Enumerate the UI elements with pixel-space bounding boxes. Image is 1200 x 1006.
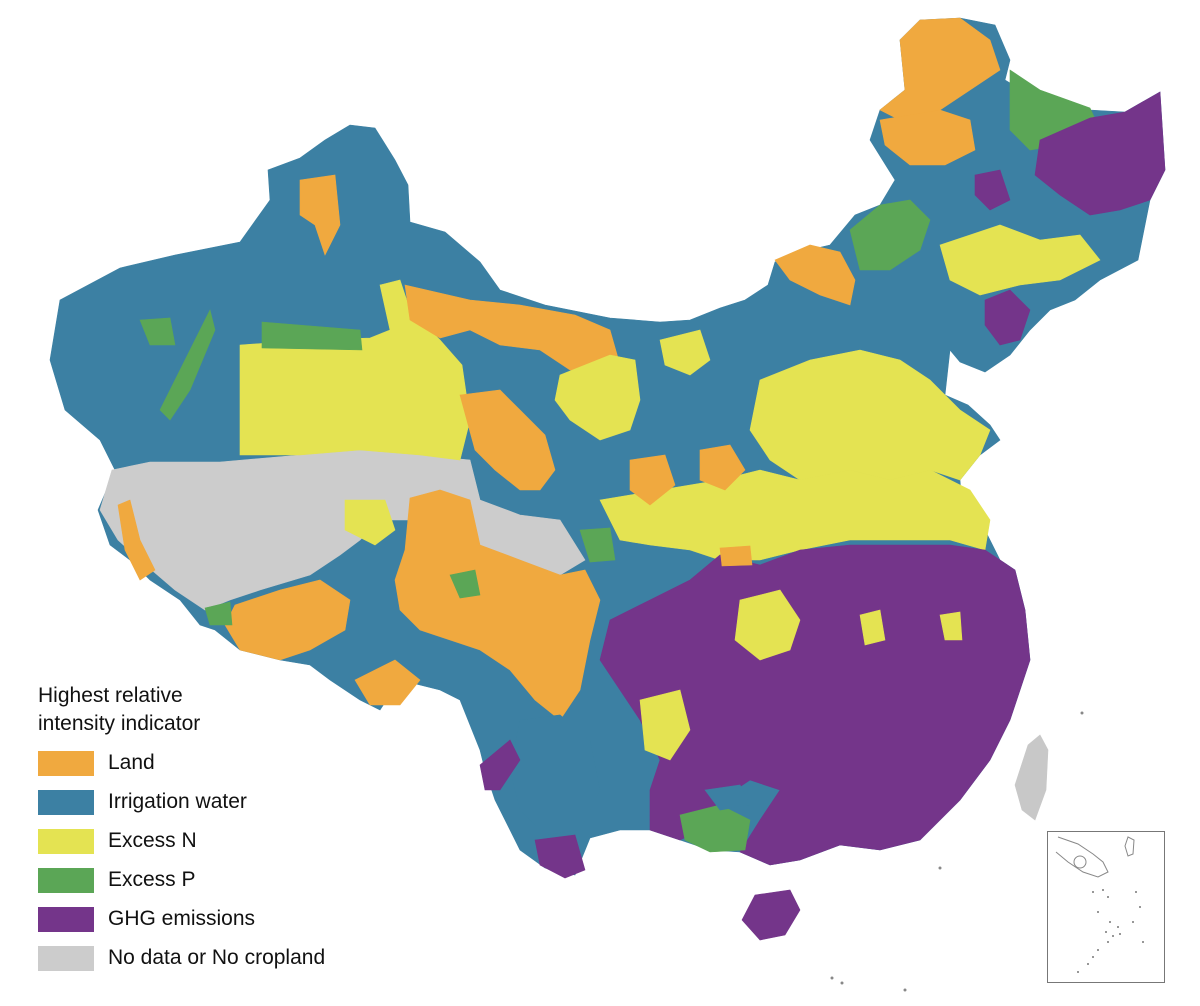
region-excess-n-south-4 [939,611,963,641]
legend-label-excess-p: Excess P [108,868,196,891]
region-excess-p-tibet [204,601,233,626]
region-excess-p-xinjiang-1 [139,317,176,346]
region-excess-n-south-2 [639,689,691,761]
legend-label-land: Land [108,751,155,774]
legend-label-irrigation-water: Irrigation water [108,790,247,813]
south-china-sea-inset [1047,831,1165,983]
region-excess-n-tibet [344,499,396,546]
legend-item-no-data: No data or No cropland [38,943,398,973]
inset-taiwan [1124,836,1135,857]
taiwan-island [1014,734,1049,821]
region-ghg-northeast [1034,91,1166,216]
inset-map [1055,836,1144,973]
inset-islands [1077,889,1144,973]
region-land-heilongjiang [879,109,976,166]
legend-item-irrigation-water: Irrigation water [38,787,398,817]
swatch-ghg-emissions [38,906,94,932]
legend-item-ghg-emissions: GHG emissions [38,904,398,934]
swatch-land [38,750,94,776]
swatch-no-data [38,945,94,971]
legend: Highest relative intensity indicator Lan… [38,682,398,982]
legend-item-excess-n: Excess N [38,826,398,856]
region-land-henan [629,454,676,506]
region-excess-n-center [554,354,641,441]
legend-label-ghg-emissions: GHG emissions [108,907,256,930]
hainan-island [741,889,801,941]
region-land-yunnan-west [354,659,421,706]
region-land-hebei [699,444,746,491]
region-land-tibet-west [117,499,156,581]
region-excess-n-north-plain [749,349,991,481]
region-ghg-liaoning [984,289,1031,346]
region-excess-p-shaanxi [579,527,616,563]
legend-title-line-1: Highest relative [38,684,183,707]
region-ghg-south [599,544,1031,866]
region-land-northeast [879,17,1001,121]
region-land-southwest [394,489,601,721]
region-land-xinjiang-north [299,174,341,256]
region-land-inner-mongolia-east [774,244,856,306]
legend-item-land: Land [38,748,398,778]
legend-item-excess-p: Excess P [38,865,398,895]
region-excess-p-northwest [261,321,363,351]
region-excess-n-south-3 [859,609,886,646]
region-excess-n-ordos [659,329,711,376]
region-excess-p-inner-mongolia [849,199,931,271]
swatch-excess-p [38,867,94,893]
legend-label-no-data: No data or No cropland [108,946,326,969]
south-islands [830,711,1084,992]
region-excess-p-xinjiang-2 [159,309,216,421]
region-excess-n-northeast-strip [939,224,1101,296]
region-ghg-yunnan-south [534,834,586,879]
region-land-hubei [719,545,753,567]
region-ghg-jilin [974,169,1011,211]
region-water-yunnan [509,714,601,836]
legend-label-excess-n: Excess N [108,829,197,852]
inset-coastline [1055,836,1109,878]
legend-title: Highest relative intensity indicator [38,682,398,738]
region-land-gansu [459,389,556,491]
swatch-excess-n [38,828,94,854]
swatch-irrigation-water [38,789,94,815]
region-excess-n-south-1 [734,589,801,661]
legend-title-line-2: intensity indicator [38,712,201,735]
region-excess-p-qinghai [449,569,481,599]
region-ghg-yunnan-west [479,739,521,791]
region-excess-n-northwest [239,279,471,461]
inset-hainan [1073,855,1087,869]
region-water-guangxi [704,784,751,811]
region-land-tibet-south [224,579,351,661]
